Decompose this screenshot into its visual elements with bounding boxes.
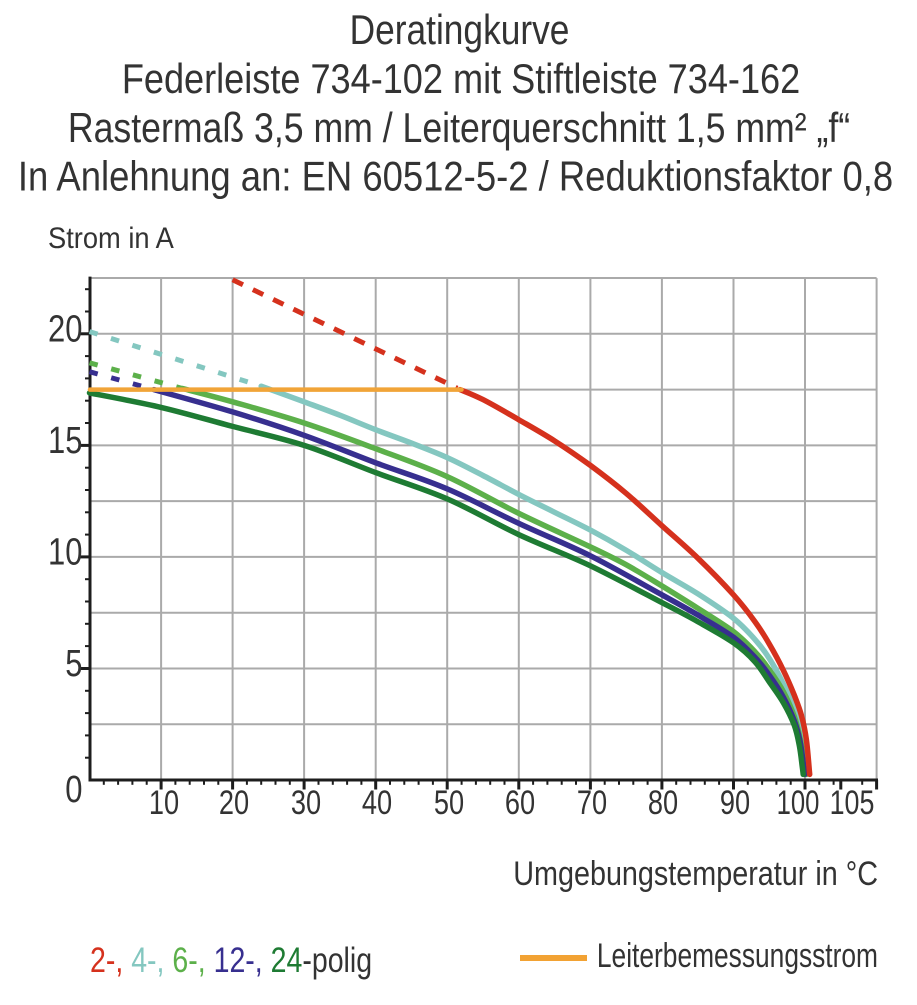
svg-text:Rastermaß 3,5 mm / Leiterquers: Rastermaß 3,5 mm / Leiterquerschnitt 1,5… xyxy=(68,105,850,151)
svg-text:15: 15 xyxy=(48,420,82,462)
svg-text:60: 60 xyxy=(505,783,535,822)
svg-text:In Anlehnung an: EN 60512-5-2: In Anlehnung an: EN 60512-5-2 / Reduktio… xyxy=(18,153,893,200)
svg-text:30: 30 xyxy=(291,783,321,822)
svg-text:20: 20 xyxy=(48,309,82,351)
svg-text:Deratingkurve: Deratingkurve xyxy=(350,7,570,54)
svg-text:90: 90 xyxy=(720,783,750,822)
svg-text:40: 40 xyxy=(362,783,392,822)
svg-text:70: 70 xyxy=(577,783,607,822)
svg-text:Leiterbemessungsstrom: Leiterbemessungsstrom xyxy=(597,937,878,975)
svg-text:Federleiste 734-102 mit Stiftl: Federleiste 734-102 mit Stiftleiste 734-… xyxy=(122,57,800,103)
svg-text:Strom in A: Strom in A xyxy=(48,222,175,255)
svg-text:5: 5 xyxy=(65,643,82,685)
svg-text:105: 105 xyxy=(830,784,875,822)
svg-text:50: 50 xyxy=(434,783,464,822)
svg-text:10: 10 xyxy=(48,532,82,574)
svg-text:80: 80 xyxy=(648,783,678,822)
svg-text:20: 20 xyxy=(219,783,249,822)
svg-text:0: 0 xyxy=(65,769,82,811)
svg-text:Umgebungstemperatur in °C: Umgebungstemperatur in °C xyxy=(513,854,878,893)
svg-text:100: 100 xyxy=(777,785,820,822)
svg-text:10: 10 xyxy=(149,783,179,822)
svg-text:2-, 4-, 6-, 12-, 24-polig: 2-, 4-, 6-, 12-, 24-polig xyxy=(90,940,372,979)
